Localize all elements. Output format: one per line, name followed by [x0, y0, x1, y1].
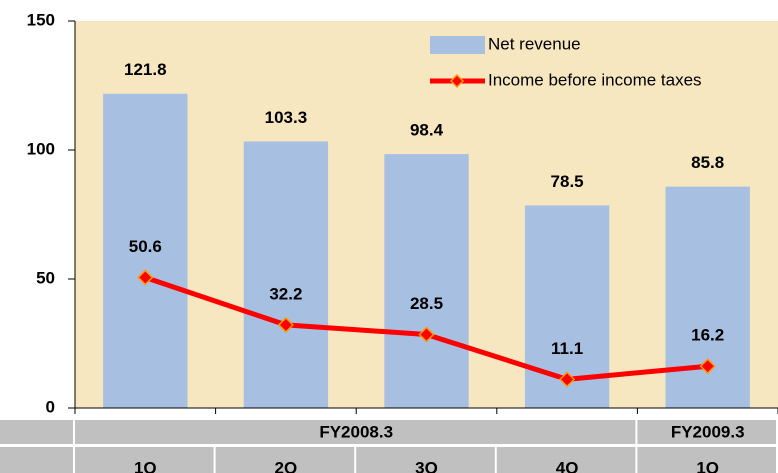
- line-value-label: 50.6: [129, 237, 162, 256]
- y-tick-label: 0: [46, 397, 55, 416]
- bar-value-label: 98.4: [410, 121, 444, 140]
- y-tick-label: 100: [27, 139, 55, 158]
- x-tick-label: 1Q: [696, 458, 719, 473]
- y-tick-label: 150: [27, 10, 55, 29]
- category-cell: [637, 447, 776, 473]
- group-label: FY2008.3: [319, 422, 393, 441]
- group-cell: [637, 420, 776, 444]
- bar-value-label: 78.5: [551, 172, 584, 191]
- bar: [665, 186, 750, 408]
- bar-value-label: 103.3: [265, 108, 308, 127]
- line-marker: [418, 326, 435, 343]
- line-marker: [137, 269, 154, 286]
- line-marker: [559, 371, 576, 388]
- bar-value-label: 85.8: [691, 153, 724, 172]
- line-value-label: 28.5: [410, 294, 443, 313]
- bar: [243, 141, 329, 408]
- category-cell-left: [0, 447, 73, 473]
- x-tick-label: 2Q: [275, 458, 298, 473]
- line-marker: [699, 358, 716, 375]
- x-tick-label: 4Q: [556, 458, 579, 473]
- legend-label: Net revenue: [488, 34, 581, 53]
- category-cell: [215, 447, 355, 473]
- bar-value-label: 121.8: [124, 60, 167, 79]
- bar: [384, 154, 469, 408]
- x-tick-label: 3Q: [415, 458, 438, 473]
- x-tick-label: 1Q: [134, 458, 157, 473]
- category-cell: [496, 447, 636, 473]
- line-value-label: 16.2: [691, 326, 724, 345]
- category-cell: [356, 447, 495, 473]
- line-value-label: 32.2: [269, 284, 302, 303]
- line-value-label: 11.1: [551, 339, 583, 358]
- legend-label: Income before income taxes: [488, 70, 702, 89]
- legend-swatch: [430, 36, 485, 54]
- group-cell-left: [0, 420, 73, 444]
- legend-marker: [449, 73, 465, 89]
- group-label: FY2009.3: [671, 422, 745, 441]
- line-marker: [277, 316, 294, 333]
- y-tick-label: 50: [36, 268, 55, 287]
- group-cell: [75, 420, 636, 444]
- category-cell: [75, 447, 214, 473]
- bar: [103, 93, 188, 409]
